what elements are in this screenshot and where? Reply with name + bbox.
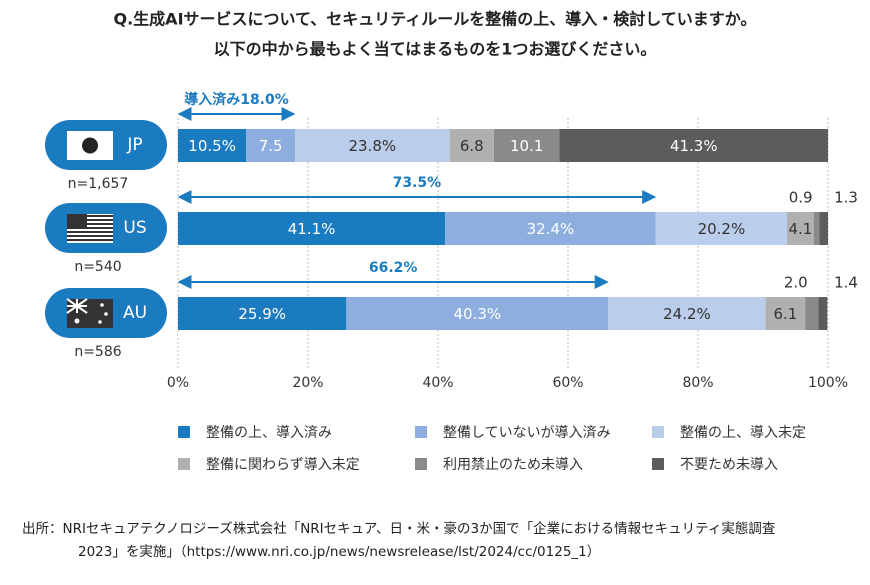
legend-swatch: [178, 426, 190, 438]
source-line: 出所：NRIセキュアテクノロジーズ株式会社「NRIセキュア、日・米・豪の3か国で…: [22, 521, 776, 537]
value-label: 6.8: [460, 137, 484, 155]
value-label: 23.8%: [349, 137, 397, 155]
flag: [67, 214, 113, 243]
bar-segment: [787, 212, 814, 245]
x-tick-label: 40%: [422, 375, 453, 391]
legend-label: 整備していないが導入済み: [443, 425, 611, 441]
source-line: 2023」を実施」（https://www.nri.co.jp/news/new…: [78, 544, 601, 560]
x-tick-label: 60%: [552, 375, 583, 391]
annotation-label: 66.2%: [369, 260, 418, 276]
x-tick-label: 100%: [808, 375, 848, 391]
value-label: 41.3%: [670, 137, 718, 155]
legend-swatch: [415, 458, 427, 470]
value-label: 4.1: [788, 220, 812, 238]
chart: Q.生成AIサービスについて、セキュリティルールを整備の上、導入・検討しています…: [45, 10, 858, 473]
bar-segment: [805, 297, 819, 330]
value-label: 20.2%: [698, 220, 746, 238]
bar-segment: [449, 129, 494, 162]
legend-swatch: [652, 426, 664, 438]
value-label: 1.3: [834, 189, 858, 207]
legend-label: 整備に関わらず導入未定: [206, 457, 360, 473]
x-tick-label: 0%: [167, 375, 189, 391]
flag: [66, 298, 113, 328]
value-label: 32.4%: [527, 220, 575, 238]
x-tick-label: 80%: [682, 375, 713, 391]
value-label: 10.1: [510, 137, 543, 155]
value-label: 1.4: [834, 274, 858, 292]
bar-segment: [346, 297, 609, 330]
legend-label: 整備の上、導入済み: [206, 425, 332, 441]
category-label: JP: [126, 135, 142, 155]
sample-size: n=586: [74, 344, 121, 360]
bar-segment: [655, 212, 788, 245]
source-note: 出所：NRIセキュアテクノロジーズ株式会社「NRIセキュア、日・米・豪の3か国で…: [22, 518, 862, 564]
value-label: 0.9: [789, 189, 813, 207]
bar-segment: [559, 129, 828, 162]
legend-label: 利用禁止のため未導入: [443, 457, 583, 473]
value-label: 25.9%: [238, 305, 286, 323]
sample-size: n=540: [74, 259, 121, 275]
chart-title: Q.生成AIサービスについて、セキュリティルールを整備の上、導入・検討しています…: [114, 10, 757, 29]
flags: [45, 120, 167, 338]
flag-circle: [82, 137, 98, 154]
legend-swatch: [415, 426, 427, 438]
x-tick-label: 20%: [292, 375, 323, 391]
value-label: 2.0: [784, 274, 808, 292]
value-label: 6.1: [773, 305, 797, 323]
sample-size: n=1,657: [68, 176, 129, 192]
legend-label: 不要ため未導入: [680, 457, 778, 473]
bar-segment: [819, 212, 828, 245]
annotation-label: 73.5%: [393, 175, 442, 191]
bar-segment: [445, 212, 656, 245]
bar-segment: [493, 129, 560, 162]
legend-swatch: [178, 458, 190, 470]
bar-segment: [178, 129, 247, 162]
chart-subtitle: 以下の中から最もよく当てはまるものを1つお選びください。: [214, 40, 657, 59]
bar-segment: [813, 212, 820, 245]
value-label: 41.1%: [288, 220, 336, 238]
value-label: 40.3%: [453, 305, 501, 323]
category-label: US: [123, 218, 146, 238]
bar-segment: [246, 129, 295, 162]
category-label: AU: [123, 303, 147, 323]
value-label: 10.5%: [188, 137, 236, 155]
bar-segment: [178, 297, 347, 330]
value-label: 24.2%: [663, 305, 711, 323]
annotation-label: 導入済み18.0%: [184, 91, 289, 108]
bar-segment: [178, 212, 446, 245]
bar-segment: [765, 297, 806, 330]
legend-swatch: [652, 458, 664, 470]
legend-label: 整備の上、導入未定: [680, 425, 806, 441]
value-label: 7.5: [259, 137, 283, 155]
bar-segment: [295, 129, 450, 162]
bar-segment: [818, 297, 828, 330]
bar-segment: [608, 297, 766, 330]
